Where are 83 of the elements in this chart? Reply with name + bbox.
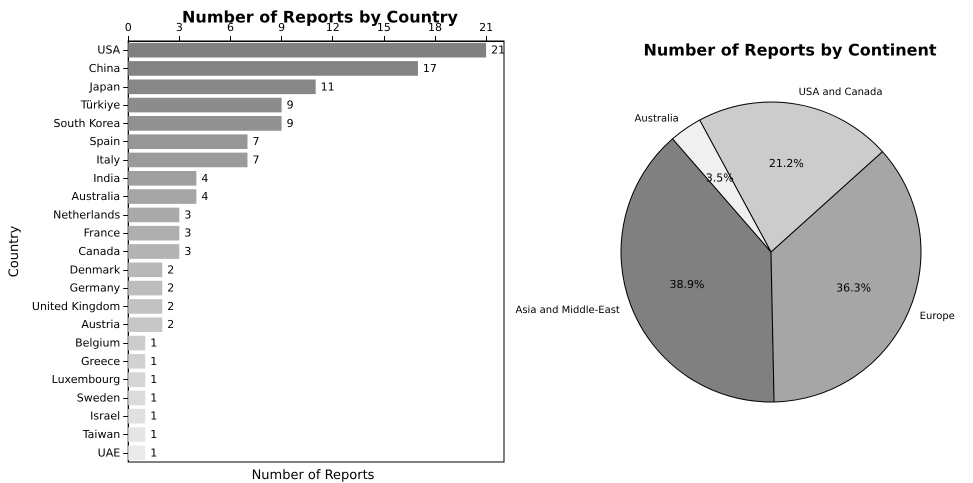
data-label: 17 — [422, 62, 437, 75]
y-tick-label: Taiwan — [82, 428, 120, 442]
bar — [128, 390, 146, 406]
data-label: 9 — [286, 98, 294, 112]
data-label: 7 — [252, 153, 260, 166]
x-tick-label: 0 — [124, 21, 132, 34]
bar — [128, 152, 248, 168]
data-label: 1 — [150, 391, 158, 404]
data-label: 3 — [184, 208, 192, 222]
bar — [128, 134, 248, 149]
y-tick-label: India — [93, 172, 120, 185]
y-tick-label: China — [88, 62, 120, 75]
data-label: 1 — [150, 336, 158, 350]
data-label: 11 — [320, 80, 335, 94]
data-label: 4 — [201, 172, 208, 185]
data-label: 7 — [252, 135, 260, 148]
bar — [128, 336, 146, 350]
data-label: 2 — [167, 318, 174, 332]
y-tick-label: Australia — [72, 190, 120, 204]
data-label: 2 — [167, 300, 174, 313]
y-tick-label: Türkiye — [80, 98, 120, 112]
bar — [128, 317, 162, 332]
y-tick-label: Canada — [78, 245, 120, 258]
bar — [128, 98, 282, 112]
bar — [128, 280, 162, 296]
data-label: 1 — [150, 373, 158, 386]
y-tick-label: UAE — [98, 446, 120, 460]
data-label: 2 — [167, 263, 174, 276]
data-label: 4 — [201, 190, 208, 204]
bar — [128, 262, 162, 278]
data-label: 36.3% — [836, 281, 872, 294]
bar — [128, 427, 146, 442]
bar — [128, 79, 316, 94]
y-tick-label: Spain — [89, 135, 120, 148]
bar — [128, 42, 486, 58]
data-label: 1 — [150, 354, 158, 368]
slice-label: Europe — [920, 310, 955, 322]
chart-title: Number of Reports by Continent — [644, 40, 937, 60]
data-label: 3 — [184, 226, 192, 240]
y-tick-label: Greece — [81, 354, 120, 368]
data-label: 38.9% — [670, 278, 705, 291]
bar — [128, 61, 418, 76]
bar — [128, 354, 146, 369]
bar — [128, 189, 196, 204]
x-tick-label: 21 — [479, 21, 494, 34]
slice-label: Australia — [634, 113, 679, 124]
y-tick-label: Netherlands — [53, 208, 120, 222]
y-tick-label: USA — [97, 44, 121, 57]
y-tick-label: South Korea — [54, 116, 120, 130]
y-tick-label: Austria — [81, 318, 120, 332]
bar — [128, 226, 180, 241]
bar — [128, 208, 180, 222]
x-axis-title: Number of Reports — [252, 468, 375, 483]
data-label: 9 — [286, 116, 294, 130]
y-tick-label: Israel — [90, 410, 120, 423]
y-tick-label: France — [84, 226, 120, 240]
bar — [128, 116, 282, 131]
x-tick-label: 3 — [176, 21, 183, 34]
y-tick-label: Sweden — [76, 391, 120, 404]
bar — [128, 170, 196, 186]
y-tick-label: Belgium — [75, 336, 120, 350]
y-tick-label: United Kingdom — [32, 300, 120, 313]
y-tick-label: Germany — [70, 282, 121, 295]
y-tick-label: Denmark — [70, 263, 121, 276]
data-label: 2 — [167, 282, 174, 295]
bar — [128, 244, 180, 259]
data-label: 3 — [184, 245, 192, 258]
slice-label: Asia and Middle-East — [515, 304, 620, 316]
x-tick-label: 9 — [278, 21, 286, 34]
y-tick-label: Luxembourg — [52, 373, 120, 386]
data-label: 1 — [150, 410, 158, 423]
bar — [128, 299, 162, 314]
y-tick-label: Japan — [88, 80, 120, 94]
data-label: 21 — [491, 44, 506, 57]
data-label: 1 — [150, 428, 158, 442]
bar — [128, 372, 146, 387]
data-label: 1 — [150, 446, 158, 460]
y-axis-title: Country — [7, 225, 22, 278]
y-tick-label: Italy — [96, 153, 121, 166]
slice-label: USA and Canada — [798, 86, 883, 98]
data-label: 21.2% — [768, 156, 804, 170]
bar — [128, 446, 146, 460]
bar — [128, 408, 146, 424]
